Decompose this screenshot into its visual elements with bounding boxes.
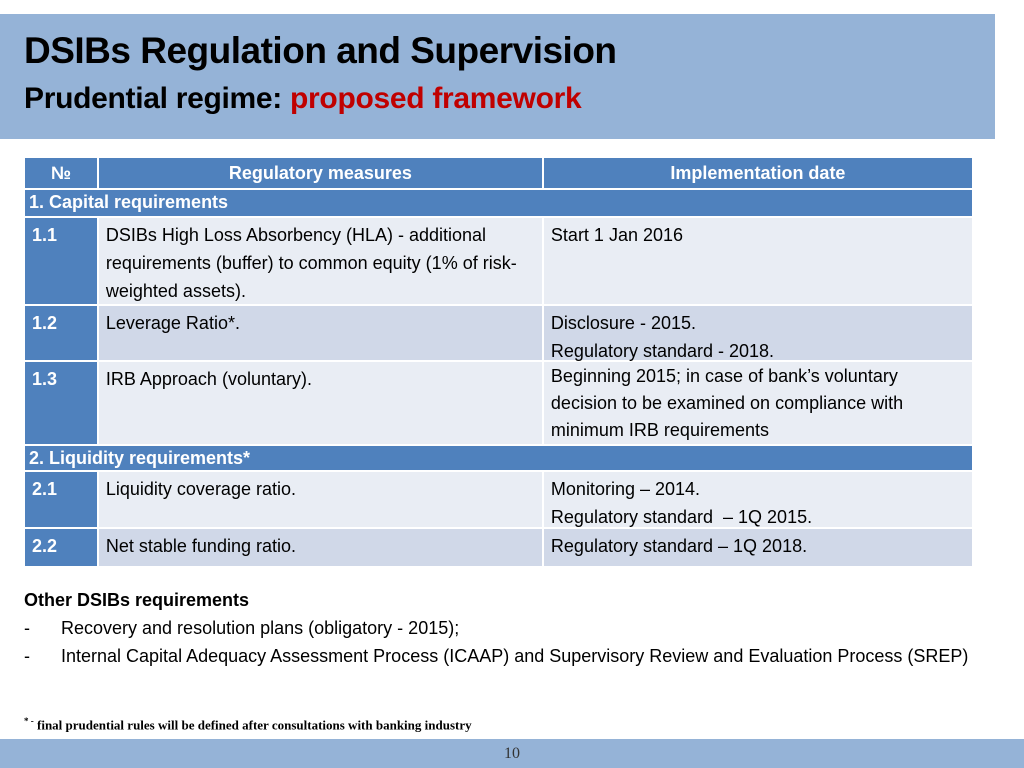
other-requirements: Other DSIBs requirements - Recovery and r… [24,586,1011,670]
other-heading: Other DSIBs requirements [24,590,250,610]
page-number: 10 [504,745,520,762]
row-number: 2.2 [25,529,97,566]
row-date: Regulatory standard – 1Q 2018. [543,529,972,566]
section-liquidity: 2. Liquidity requirements* [25,446,972,470]
list-item: - Recovery and resolution plans (obligato… [24,614,1011,642]
row-measure: DSIBs High Loss Absorbency (HLA) - addit… [98,218,542,304]
row-measure: Leverage Ratio*. [98,306,542,360]
list-dash: - [24,646,30,666]
subtitle-prefix: Prudential regime: [24,82,291,115]
row-date: Start 1 Jan 2016 [543,218,972,304]
table-row: 1.2 Leverage Ratio*. Disclosure - 2015. … [25,306,972,361]
page-subtitle: Prudential regime: proposed framework [24,82,582,116]
footnote-mark: * - [24,716,34,726]
row-number: 1.3 [25,362,97,444]
row-number: 2.1 [25,472,97,527]
page-title: DSIBs Regulation and Supervision [24,30,617,71]
subtitle-highlight: proposed framework [290,82,582,115]
table-row: 1.1 DSIBs High Loss Absorbency (HLA) - a… [25,218,972,304]
row-date: Beginning 2015; in case of bank’s volunt… [543,362,972,444]
header-date: Implementation date [543,158,972,188]
header-number: № [25,158,97,188]
table-row: 2.1 Liquidity coverage ratio. Monitoring… [25,472,972,527]
row-number: 1.1 [25,218,97,304]
footnote: * - final prudential rules will be defin… [24,716,472,733]
footer-bar [0,739,1024,768]
list-text: Internal Capital Adequacy Assessment Pro… [61,646,969,666]
list-dash: - [24,618,30,638]
footnote-text: final prudential rules will be defined a… [37,717,472,733]
row-date: Monitoring – 2014. Regulatory standard –… [543,472,972,527]
row-measure: Liquidity coverage ratio. [98,472,542,527]
section-capital: 1. Capital requirements [25,190,972,216]
header-measures: Regulatory measures [98,158,542,188]
row-number: 1.2 [25,306,97,360]
row-measure: IRB Approach (voluntary). [98,362,542,444]
list-text: Recovery and resolution plans (obligator… [61,618,460,638]
list-item: - Internal Capital Adequacy Assessment Pr… [24,642,1011,670]
table-row: 2.2 Net stable funding ratio. Regulatory… [25,529,972,566]
table-header: № Regulatory measures Implementation dat… [25,158,972,188]
table-row: 1.3 IRB Approach (voluntary). Beginning … [25,362,972,444]
row-date: Disclosure - 2015. Regulatory standard -… [543,306,972,361]
title-banner [0,14,995,139]
row-measure: Net stable funding ratio. [98,529,542,566]
